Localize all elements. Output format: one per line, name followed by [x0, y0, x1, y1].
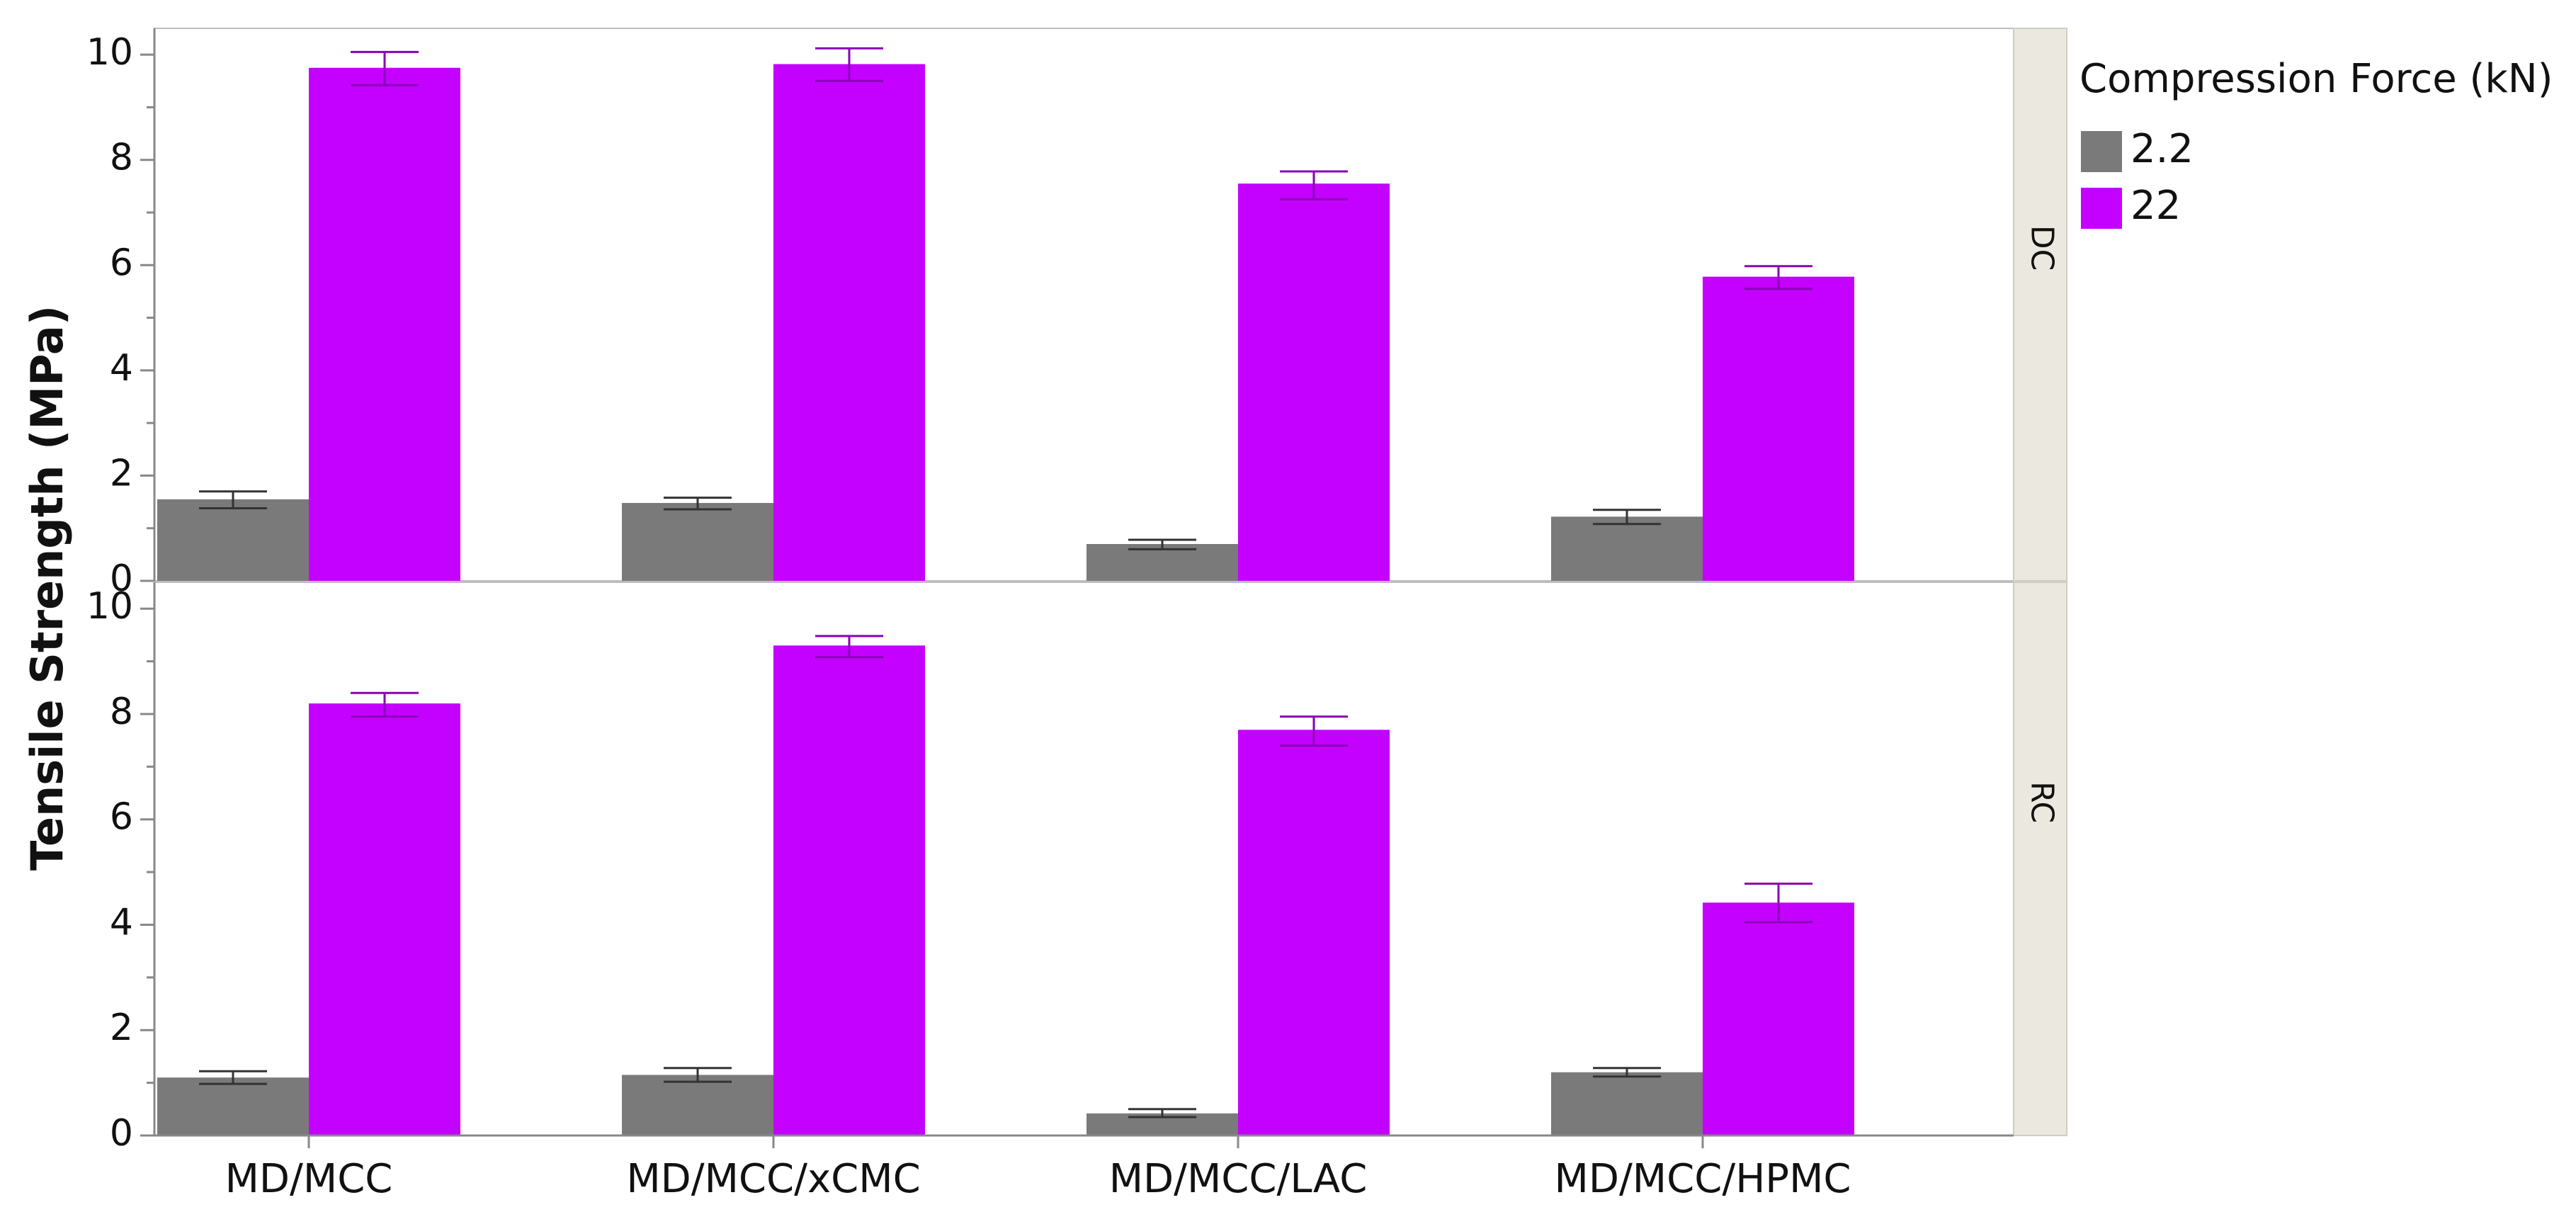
facet-label-rc: RC [2024, 781, 2060, 823]
y-tick-label: 8 [110, 691, 133, 733]
legend-swatch-2_2 [2081, 131, 2122, 172]
bar-rc-22-2 [1238, 730, 1390, 1135]
bar-rc-22-3 [1703, 902, 1854, 1135]
panels-layer: DC 0 2 4 6 8 10 RC 0 2 4 6 8 10 [86, 28, 2067, 1155]
panel-rc: RC 0 2 4 6 8 10 [86, 582, 2067, 1155]
legend: Compression Force (kN) 2.222 [2079, 56, 2553, 229]
y-tick-label: 6 [110, 242, 133, 284]
bar-dc-22-3 [1703, 276, 1854, 581]
y-tick-label: 4 [110, 347, 133, 390]
facet-strip [2013, 582, 2067, 1136]
bar-rc-2_2-3 [1551, 1072, 1703, 1135]
x-category-label: MD/MCC [225, 1156, 393, 1202]
legend-swatch-22 [2081, 188, 2122, 229]
y-tick-label: 0 [110, 1112, 133, 1155]
bar-dc-2_2-0 [157, 499, 309, 581]
y-tick-label: 6 [110, 796, 133, 839]
bar-dc-22-1 [773, 64, 925, 581]
bar-rc-2_2-1 [622, 1075, 773, 1135]
x-category-label: MD/MCC/LAC [1109, 1156, 1368, 1202]
bar-rc-2_2-0 [157, 1077, 309, 1135]
bar-dc-2_2-3 [1551, 516, 1703, 581]
y-tick-label: 0 [110, 557, 133, 600]
y-tick-label: 10 [86, 31, 133, 74]
legend-label-22: 22 [2130, 183, 2181, 229]
y-tick-label: 4 [110, 901, 133, 944]
y-tick-label: 2 [110, 1007, 133, 1049]
legend-title: Compression Force (kN) [2079, 56, 2553, 102]
bar-rc-22-0 [309, 703, 460, 1135]
x-category-label: MD/MCC/xCMC [626, 1156, 920, 1202]
facet-label-dc: DC [2024, 225, 2060, 271]
bar-dc-22-0 [309, 67, 460, 581]
y-tick-label: 10 [86, 585, 133, 628]
x-category-label: MD/MCC/HPMC [1555, 1156, 1851, 1202]
y-tick-label: 2 [110, 452, 133, 494]
bar-rc-22-1 [773, 645, 925, 1135]
y-axis-label: Tensile Strength (MPa) [21, 305, 73, 871]
x-axis: MD/MCC MD/MCC/xCMC MD/MCC/LAC MD/MCC/HPMC [154, 1134, 2014, 1202]
panel-dc: DC 0 2 4 6 8 10 [86, 28, 2067, 600]
legend-items: 2.222 [2081, 126, 2194, 229]
y-tick-label: 8 [110, 137, 133, 179]
legend-label-2_2: 2.2 [2130, 126, 2194, 172]
bar-dc-2_2-1 [622, 503, 773, 581]
facet-strip [2013, 28, 2067, 582]
bar-dc-22-2 [1238, 183, 1390, 582]
